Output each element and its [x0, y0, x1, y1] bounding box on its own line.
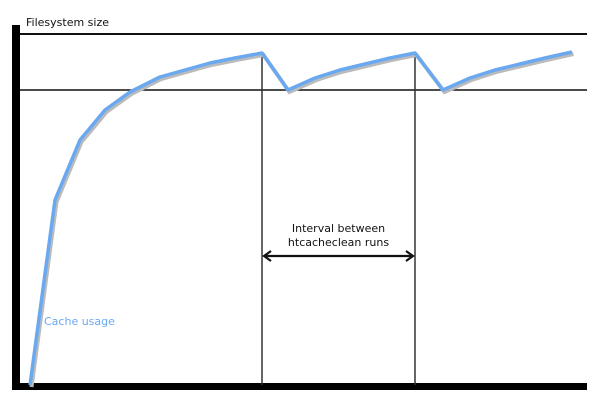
interval-label-line1: Interval between [291, 222, 386, 235]
x-axis [12, 383, 587, 390]
y-axis-label: Filesystem size [26, 16, 109, 29]
interval-label-line2: htcacheclean runs [287, 236, 390, 249]
cache-usage-label: Cache usage [44, 315, 115, 328]
cache-usage-shadow [29, 52, 574, 388]
cache-usage-curve [28, 50, 573, 386]
y-axis [12, 25, 20, 390]
